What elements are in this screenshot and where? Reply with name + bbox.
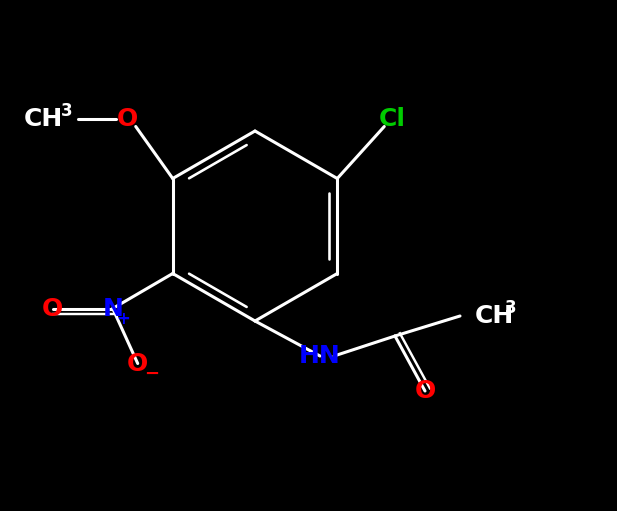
Text: Cl: Cl [379,106,406,130]
Text: 3: 3 [61,102,73,120]
Text: O: O [415,379,436,403]
Text: O: O [42,296,64,320]
Text: O: O [117,106,138,130]
Text: CH: CH [23,106,63,130]
Text: 3: 3 [505,299,516,317]
Text: CH: CH [475,304,514,328]
Text: N: N [102,296,123,320]
Text: −: − [144,364,159,383]
Text: +: + [116,310,130,328]
Text: HN: HN [299,344,341,368]
Text: O: O [127,352,148,376]
